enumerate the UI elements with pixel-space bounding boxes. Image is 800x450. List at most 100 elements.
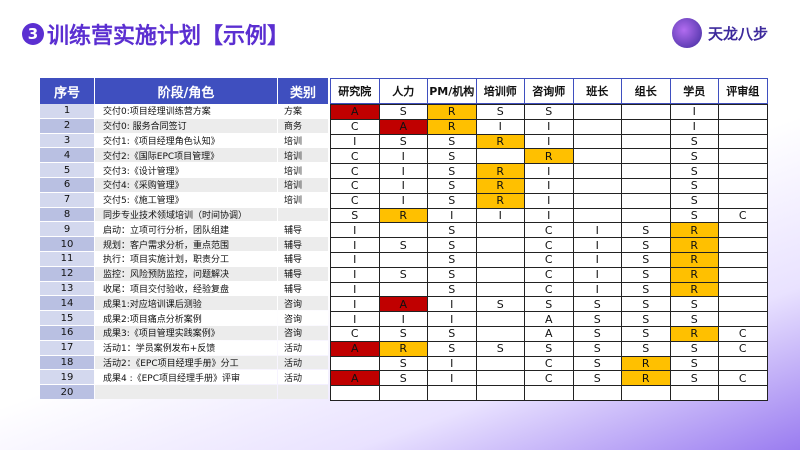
role-cell: S — [572, 340, 622, 357]
role-cell: S — [572, 326, 622, 342]
role-cell: C — [718, 326, 768, 342]
role-cell: C — [524, 281, 574, 298]
role-cell: R — [621, 355, 671, 372]
role-cell: S — [427, 252, 477, 268]
role-cell: S — [669, 207, 719, 224]
role-cell: A — [330, 104, 380, 120]
row-number: 18 — [40, 355, 94, 370]
role-cell: R — [427, 104, 477, 120]
row-number: 9 — [40, 222, 94, 237]
role-cell — [330, 385, 380, 401]
row-category: 活动 — [278, 355, 328, 370]
role-cell — [378, 222, 428, 239]
row-task: 交付5:《施工管理》 — [95, 192, 277, 207]
role-cell: R — [475, 163, 525, 179]
role-cell — [475, 266, 525, 283]
role-cell: C — [718, 340, 768, 357]
role-cell: S — [427, 133, 477, 150]
role-header: 学员 — [669, 78, 719, 104]
role-cell — [475, 148, 525, 165]
row-number: 20 — [40, 385, 94, 399]
role-cell: R — [524, 148, 574, 165]
role-cell: S — [378, 326, 428, 342]
role-cell — [572, 148, 622, 165]
role-cell: S — [427, 266, 477, 283]
row-number: 11 — [40, 252, 94, 266]
role-cell: C — [330, 148, 380, 165]
role-cell: C — [330, 163, 380, 179]
role-cell: S — [378, 133, 428, 150]
role-cell: C — [524, 266, 574, 283]
row-task: 执行：项目实施计划，职责分工 — [95, 252, 277, 266]
logo: 天龙八步 — [672, 18, 768, 48]
row-number: 16 — [40, 326, 94, 340]
row-task: 启动：立项可行分析，团队组建 — [95, 222, 277, 237]
row-number: 10 — [40, 237, 94, 251]
role-cell: S — [475, 340, 525, 357]
role-cell — [718, 104, 768, 120]
role-header: PM/机构 — [427, 78, 477, 104]
role-cell: S — [572, 296, 622, 313]
role-cell — [718, 237, 768, 253]
role-cell: R — [669, 266, 719, 283]
role-cell: C — [330, 192, 380, 209]
role-header: 班长 — [572, 78, 622, 104]
row-category: 培训 — [278, 178, 328, 192]
row-task: 交付1:《项目经理角色认知》 — [95, 133, 277, 148]
column-header: 阶段/角色 — [95, 78, 277, 104]
role-cell: S — [669, 311, 719, 327]
role-header: 组长 — [621, 78, 671, 104]
role-cell: C — [524, 252, 574, 268]
role-cell: S — [427, 340, 477, 357]
role-cell — [621, 104, 671, 120]
role-cell: I — [330, 266, 380, 283]
role-cell: I — [378, 163, 428, 179]
role-cell — [718, 118, 768, 135]
role-cell — [718, 355, 768, 372]
role-cell: I — [572, 222, 622, 239]
role-cell — [572, 133, 622, 150]
role-cell: S — [669, 340, 719, 357]
role-cell: S — [621, 266, 671, 283]
role-cell — [718, 222, 768, 239]
role-cell: I — [427, 296, 477, 313]
role-cell — [621, 163, 671, 179]
role-cell — [621, 148, 671, 165]
role-cell: S — [475, 296, 525, 313]
role-cell: I — [330, 222, 380, 239]
role-cell: I — [475, 207, 525, 224]
role-cell — [621, 178, 671, 194]
row-task: 收尾：项目交付验收，经验复盘 — [95, 281, 277, 296]
row-category — [278, 207, 328, 222]
role-cell: I — [524, 207, 574, 224]
role-header: 人力 — [378, 78, 428, 104]
role-cell: R — [378, 207, 428, 224]
role-cell: I — [524, 178, 574, 194]
row-number: 5 — [40, 163, 94, 177]
role-cell: I — [427, 355, 477, 372]
role-cell: S — [378, 355, 428, 372]
role-cell — [475, 326, 525, 342]
row-category: 活动 — [278, 370, 328, 385]
role-cell: C — [524, 370, 574, 387]
title-text: 训练营实施计划【示例】 — [47, 24, 290, 49]
role-cell: S — [669, 192, 719, 209]
role-cell: A — [378, 118, 428, 135]
role-cell: S — [669, 148, 719, 165]
role-cell: R — [475, 133, 525, 150]
role-cell: S — [669, 133, 719, 150]
role-cell — [378, 252, 428, 268]
row-category: 方案 — [278, 104, 328, 118]
row-task: 交付3:《设计管理》 — [95, 163, 277, 177]
role-cell: I — [427, 207, 477, 224]
row-number: 1 — [40, 104, 94, 118]
row-task: 监控：风险预防监控，问题解决 — [95, 266, 277, 281]
row-task: 成果3:《项目管理实践案例》 — [95, 326, 277, 340]
role-cell: S — [524, 296, 574, 313]
role-cell: A — [378, 296, 428, 313]
role-cell — [572, 163, 622, 179]
role-cell: C — [524, 355, 574, 372]
role-cell: I — [669, 118, 719, 135]
role-cell: R — [475, 178, 525, 194]
row-category: 辅导 — [278, 237, 328, 251]
